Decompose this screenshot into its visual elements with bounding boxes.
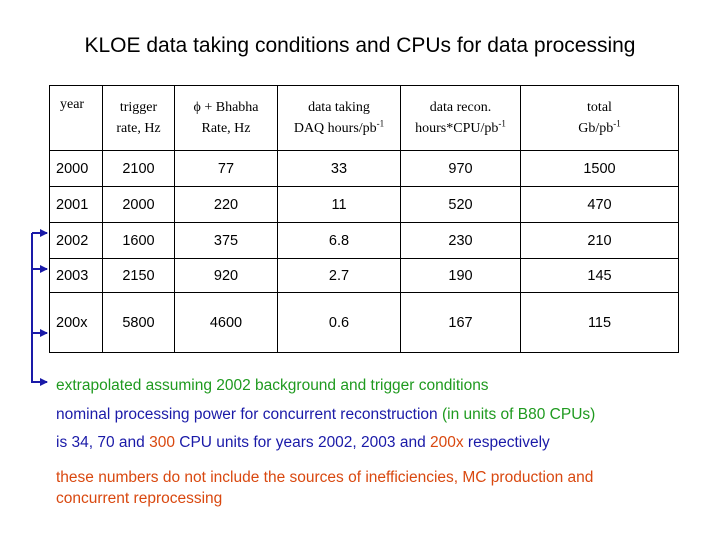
header-year: year [49, 85, 103, 151]
cell-total: 470 [520, 186, 679, 223]
cell-total: 115 [520, 292, 679, 353]
cell-trigger-rate: 1600 [102, 222, 175, 259]
cell-trigger-rate: 2100 [102, 150, 175, 187]
table-row: 2001 2000 220 11 520 470 [49, 186, 679, 223]
cell-daq-hours: 11 [277, 186, 401, 223]
cpu-units-note: is 34, 70 and 300 CPU units for years 20… [56, 434, 550, 451]
cell-phi-bhabha-rate: 220 [174, 186, 278, 223]
cell-phi-bhabha-rate: 920 [174, 258, 278, 293]
nominal-power-note: nominal processing power for concurrent … [56, 406, 596, 423]
cell-recon-hours: 970 [400, 150, 521, 187]
header-phi-bhabha-rate: ϕ + Bhabha Rate, Hz [174, 85, 278, 151]
header-data-recon: data recon. hours*CPU/pb-1 [400, 85, 521, 151]
cell-trigger-rate: 2000 [102, 186, 175, 223]
table-header-row: year trigger rate, Hz ϕ + Bhabha Rate, H… [49, 85, 679, 151]
table-row: 2003 2150 920 2.7 190 145 [49, 258, 679, 293]
header-data-taking: data taking DAQ hours/pb-1 [277, 85, 401, 151]
data-table: year trigger rate, Hz ϕ + Bhabha Rate, H… [49, 85, 679, 353]
table-row: 2000 2100 77 33 970 1500 [49, 150, 679, 187]
bracket-line [31, 233, 48, 386]
header-trigger-rate: trigger rate, Hz [102, 85, 175, 151]
cell-daq-hours: 33 [277, 150, 401, 187]
table-row: 200x 5800 4600 0.6 167 115 [49, 292, 679, 353]
cell-daq-hours: 0.6 [277, 292, 401, 353]
cell-daq-hours: 2.7 [277, 258, 401, 293]
caveat-note-line1: these numbers do not include the sources… [56, 469, 594, 486]
page-title: KLOE data taking conditions and CPUs for… [84, 34, 636, 57]
cell-year: 2003 [49, 258, 103, 293]
cell-phi-bhabha-rate: 4600 [174, 292, 278, 353]
cell-recon-hours: 167 [400, 292, 521, 353]
cell-recon-hours: 520 [400, 186, 521, 223]
extrapolation-note: extrapolated assuming 2002 background an… [56, 377, 489, 394]
header-total: total Gb/pb-1 [520, 85, 679, 151]
cell-total: 1500 [520, 150, 679, 187]
cell-total: 210 [520, 222, 679, 259]
caveat-note-line2: concurrent reprocessing [56, 490, 223, 507]
